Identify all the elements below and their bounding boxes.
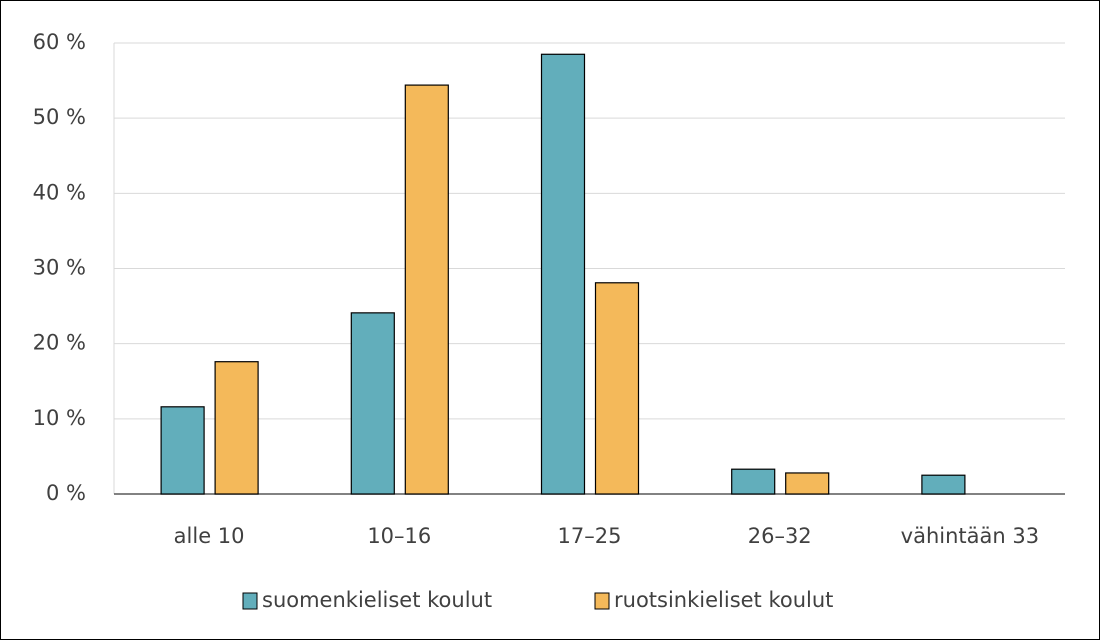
y-tick-label: 10 % [33, 406, 86, 430]
y-tick-label: 30 % [33, 256, 86, 280]
bar [540, 53, 586, 495]
legend-swatch [594, 592, 610, 610]
x-tick-label: vähintään 33 [901, 524, 1039, 548]
y-tick-label: 50 % [33, 105, 86, 129]
bar [160, 406, 205, 495]
bar [921, 474, 966, 495]
legend-label: ruotsinkieliset koulut [614, 588, 833, 612]
legend-swatch [242, 592, 258, 610]
y-tick-label: 40 % [33, 180, 86, 204]
bar [594, 282, 640, 495]
bar [350, 312, 395, 495]
y-tick-label: 0 % [46, 481, 86, 505]
x-tick-label: 26–32 [748, 524, 812, 548]
x-tick-label: 17–25 [558, 524, 622, 548]
legend-label: suomenkieliset koulut [262, 588, 492, 612]
x-tick-label: 10–16 [367, 524, 431, 548]
y-tick-label: 20 % [33, 331, 86, 355]
bar [214, 361, 259, 495]
bar [731, 468, 776, 495]
bar [785, 472, 830, 495]
bar [404, 84, 449, 495]
y-tick-label: 60 % [33, 30, 86, 54]
x-tick-label: alle 10 [174, 524, 245, 548]
